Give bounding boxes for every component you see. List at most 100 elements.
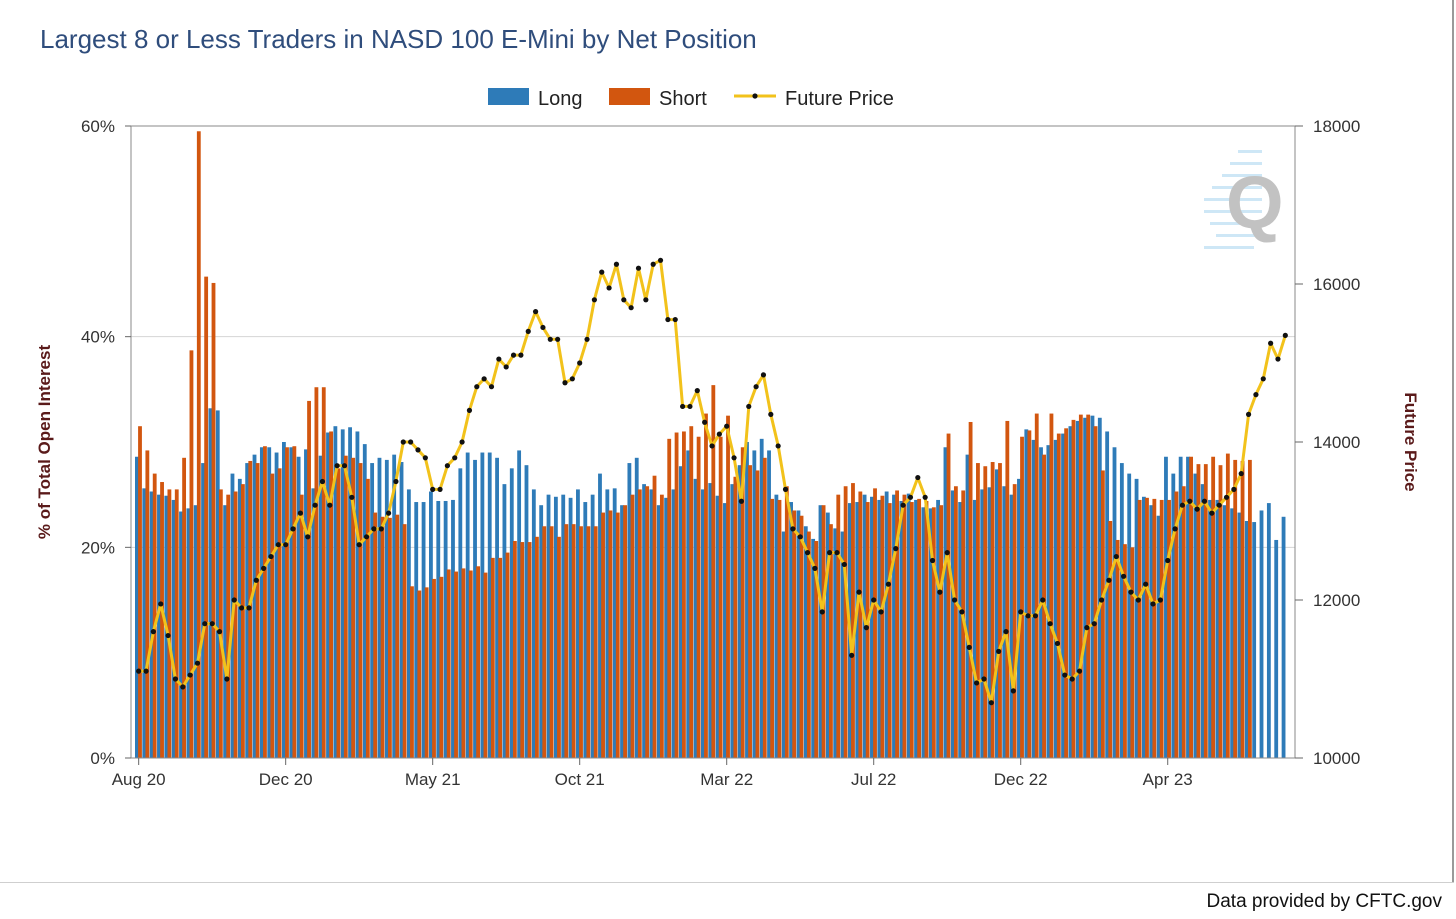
price-marker	[202, 621, 208, 627]
price-marker	[819, 609, 825, 615]
bar-long	[458, 468, 463, 758]
bar-long	[1259, 510, 1264, 758]
bar-short	[740, 447, 745, 758]
price-marker	[363, 534, 370, 540]
price-marker	[474, 384, 480, 390]
y-left-tick-label: 40%	[81, 328, 115, 347]
bar-long	[1083, 417, 1088, 758]
price-marker	[606, 285, 612, 291]
bar-short	[946, 433, 951, 758]
bar-long	[1178, 456, 1183, 758]
bar-short	[277, 468, 282, 758]
bar-long	[406, 489, 411, 758]
bar-long	[517, 450, 522, 758]
bar-long	[818, 505, 823, 758]
price-marker	[738, 498, 745, 504]
price-marker	[797, 534, 803, 540]
price-marker	[775, 443, 781, 449]
price-marker	[746, 403, 752, 410]
price-marker	[672, 316, 678, 323]
bar-long	[1230, 508, 1235, 758]
bar-long	[825, 512, 830, 758]
price-marker	[687, 403, 693, 410]
price-marker	[996, 648, 1002, 654]
bar-long	[318, 455, 323, 758]
price-marker	[555, 336, 561, 342]
bar-long	[1186, 456, 1190, 758]
bar-short	[167, 489, 172, 758]
price-marker	[1069, 676, 1075, 682]
bar-long	[1193, 473, 1198, 758]
price-marker	[312, 502, 318, 508]
watermark-logo: Q	[1204, 150, 1284, 249]
bar-short	[931, 507, 936, 758]
bar-short	[1086, 414, 1091, 758]
bar-short	[336, 468, 341, 758]
footer-bar: Data provided by CFTC.gov	[0, 882, 1454, 919]
price-marker	[1032, 613, 1039, 619]
bar-short	[1233, 459, 1238, 758]
bar-short	[682, 431, 686, 758]
chart-canvas: 0% 20% 40% 60% 10000 12000 14000 16000 18000 Aug …	[35, 88, 1420, 789]
bar-long	[1031, 439, 1036, 758]
bar-short	[858, 491, 863, 758]
price-marker	[768, 411, 774, 417]
price-marker	[790, 526, 796, 532]
legend-swatch-short	[609, 88, 650, 105]
bar-long	[546, 494, 551, 758]
price-marker	[1157, 597, 1163, 603]
bar-short	[490, 557, 495, 758]
bar-short	[1005, 420, 1010, 758]
price-marker	[1062, 672, 1068, 678]
bar-short	[402, 524, 407, 758]
price-marker	[216, 629, 223, 635]
bar-long	[590, 494, 595, 758]
bar-long	[737, 465, 742, 758]
bar-long	[671, 489, 676, 758]
x-tick-label: Apr 23	[1143, 770, 1193, 789]
price-marker	[246, 605, 252, 611]
bar-long	[1061, 433, 1065, 758]
bar-short	[505, 552, 510, 758]
price-marker	[657, 257, 664, 263]
bar-short	[240, 484, 245, 758]
price-marker	[400, 439, 406, 445]
bar-long	[208, 408, 213, 758]
price-marker	[871, 597, 877, 603]
bar-short	[579, 526, 583, 758]
bar-long	[355, 431, 360, 758]
bar-long	[568, 497, 573, 758]
bar-short	[1012, 484, 1017, 758]
chart-title: Largest 8 or Less Traders in NASD 100 E-…	[40, 24, 757, 54]
bar-short	[1123, 544, 1127, 758]
bar-long	[723, 503, 727, 758]
price-marker	[1165, 557, 1171, 564]
bar-short	[623, 505, 628, 758]
bar-long	[311, 488, 316, 758]
bar-short	[1130, 547, 1135, 758]
bar-short	[461, 568, 466, 758]
price-marker	[253, 577, 259, 583]
price-marker	[577, 360, 583, 366]
y-left-tick-label: 0%	[90, 749, 115, 768]
bar-short	[1174, 491, 1179, 758]
bar-long	[833, 528, 838, 758]
bar-short	[321, 387, 326, 758]
price-marker	[444, 463, 450, 469]
bar-layer	[135, 131, 1286, 758]
bar-long	[1105, 431, 1110, 758]
bar-long	[774, 494, 779, 758]
bar-long	[135, 456, 139, 758]
bar-short	[630, 494, 635, 758]
price-marker	[1098, 597, 1105, 603]
bar-long	[796, 510, 801, 758]
bar-short	[557, 536, 561, 758]
price-marker	[415, 447, 421, 453]
legend-swatch-price-marker	[752, 93, 758, 99]
x-tick-label: May 21	[405, 770, 461, 789]
bar-short	[726, 415, 730, 758]
bar-long	[179, 511, 183, 758]
bar-long	[259, 447, 264, 758]
x-tick-label: Oct 21	[555, 770, 605, 789]
price-marker	[1245, 411, 1252, 417]
